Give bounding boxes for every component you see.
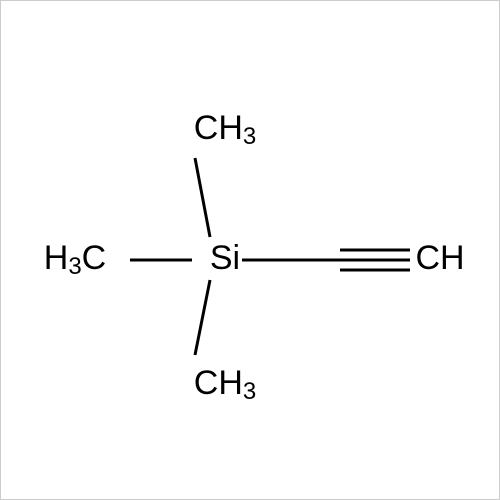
atom-ch-right: CH (415, 239, 464, 277)
atom-si: Si (210, 239, 240, 277)
chemical-structure-svg: SiCH3CH3H3CCH (0, 0, 500, 500)
